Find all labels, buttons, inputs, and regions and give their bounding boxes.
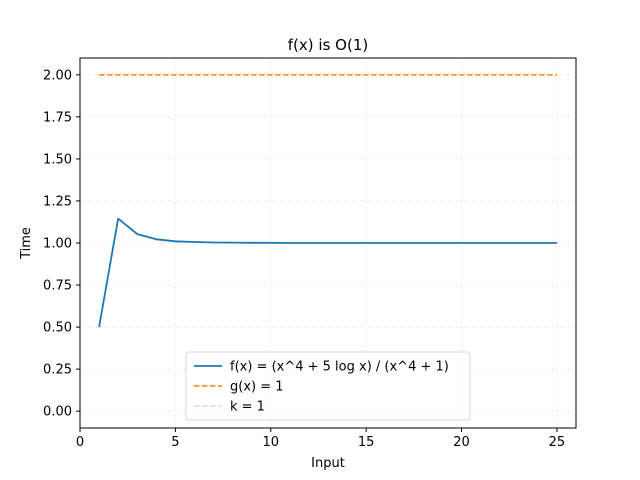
chart-title: f(x) is O(1) — [288, 36, 368, 54]
x-tick-label: 10 — [262, 435, 279, 450]
legend-label-k: k = 1 — [230, 400, 265, 415]
y-tick-label: 2.00 — [43, 68, 72, 83]
series-lines — [98, 74, 557, 328]
y-tick-label: 0.00 — [43, 405, 72, 420]
series-line-0 — [98, 217, 557, 328]
x-axis-label: Input — [311, 456, 345, 471]
y-tick-label: 0.75 — [43, 279, 72, 294]
legend-box — [185, 351, 471, 421]
x-tick-label: 0 — [76, 435, 84, 450]
y-tick-label: 1.50 — [43, 152, 72, 167]
legend-label-g: g(x) = 1 — [230, 380, 284, 395]
axis-ticks: 0 5 10 15 20 25 0.00 0.25 0.50 0.75 1.00 1.25 1.50 1.… — [43, 68, 565, 450]
y-axis-label: Time — [19, 227, 34, 260]
x-tick-label: 15 — [358, 435, 375, 450]
y-tick-label: 0.50 — [43, 321, 72, 336]
y-tick-label: 1.75 — [43, 110, 72, 125]
x-tick-label: 20 — [453, 435, 470, 450]
y-tick-label: 1.25 — [43, 194, 72, 209]
x-tick-label: 5 — [171, 435, 179, 450]
x-tick-label: 25 — [549, 435, 566, 450]
y-tick-label: 1.00 — [43, 237, 72, 252]
y-tick-label: 0.25 — [43, 363, 72, 378]
legend-label-f: f(x) = (x^4 + 5 log x) / (x^4 + 1) — [230, 360, 449, 375]
legend: f(x) = (x^4 + 5 log x) / (x^4 + 1) g(x) … — [185, 351, 471, 421]
